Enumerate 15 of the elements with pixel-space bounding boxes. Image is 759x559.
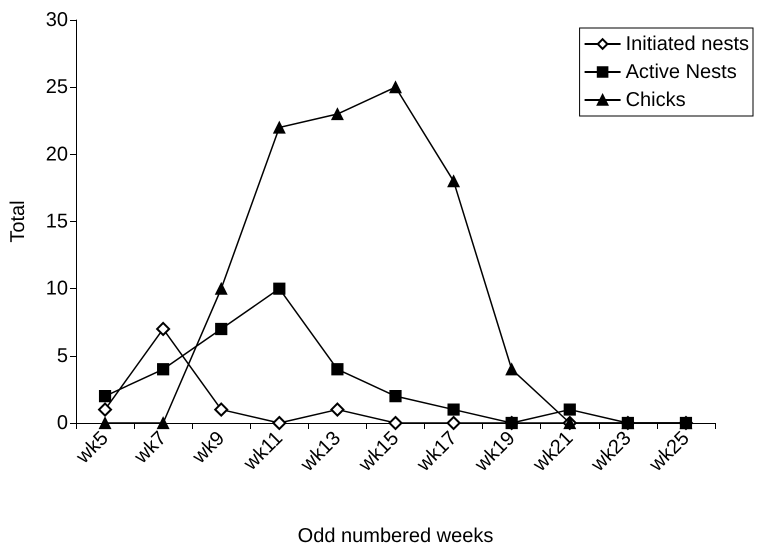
y-tick-label: 15	[46, 210, 68, 232]
y-tick-label: 20	[46, 143, 68, 166]
x-tick-label: wk7	[130, 427, 171, 469]
y-tick-label: 0	[56, 412, 68, 434]
y-tick-label: 5	[56, 344, 68, 367]
y-tick-label: 30	[46, 9, 68, 31]
legend-label: Initiated nests	[626, 33, 750, 55]
x-axis-title: Odd numbered weeks	[298, 525, 494, 547]
legend-label: Chicks	[626, 89, 686, 111]
x-tick-label: wk5	[71, 427, 113, 469]
y-tick-label: 25	[46, 76, 68, 98]
x-tick-label: wk9	[188, 427, 230, 469]
y-axis-title: Total	[7, 200, 29, 243]
y-tick-label: 10	[46, 278, 68, 300]
legend-label: Active Nests	[626, 61, 737, 83]
